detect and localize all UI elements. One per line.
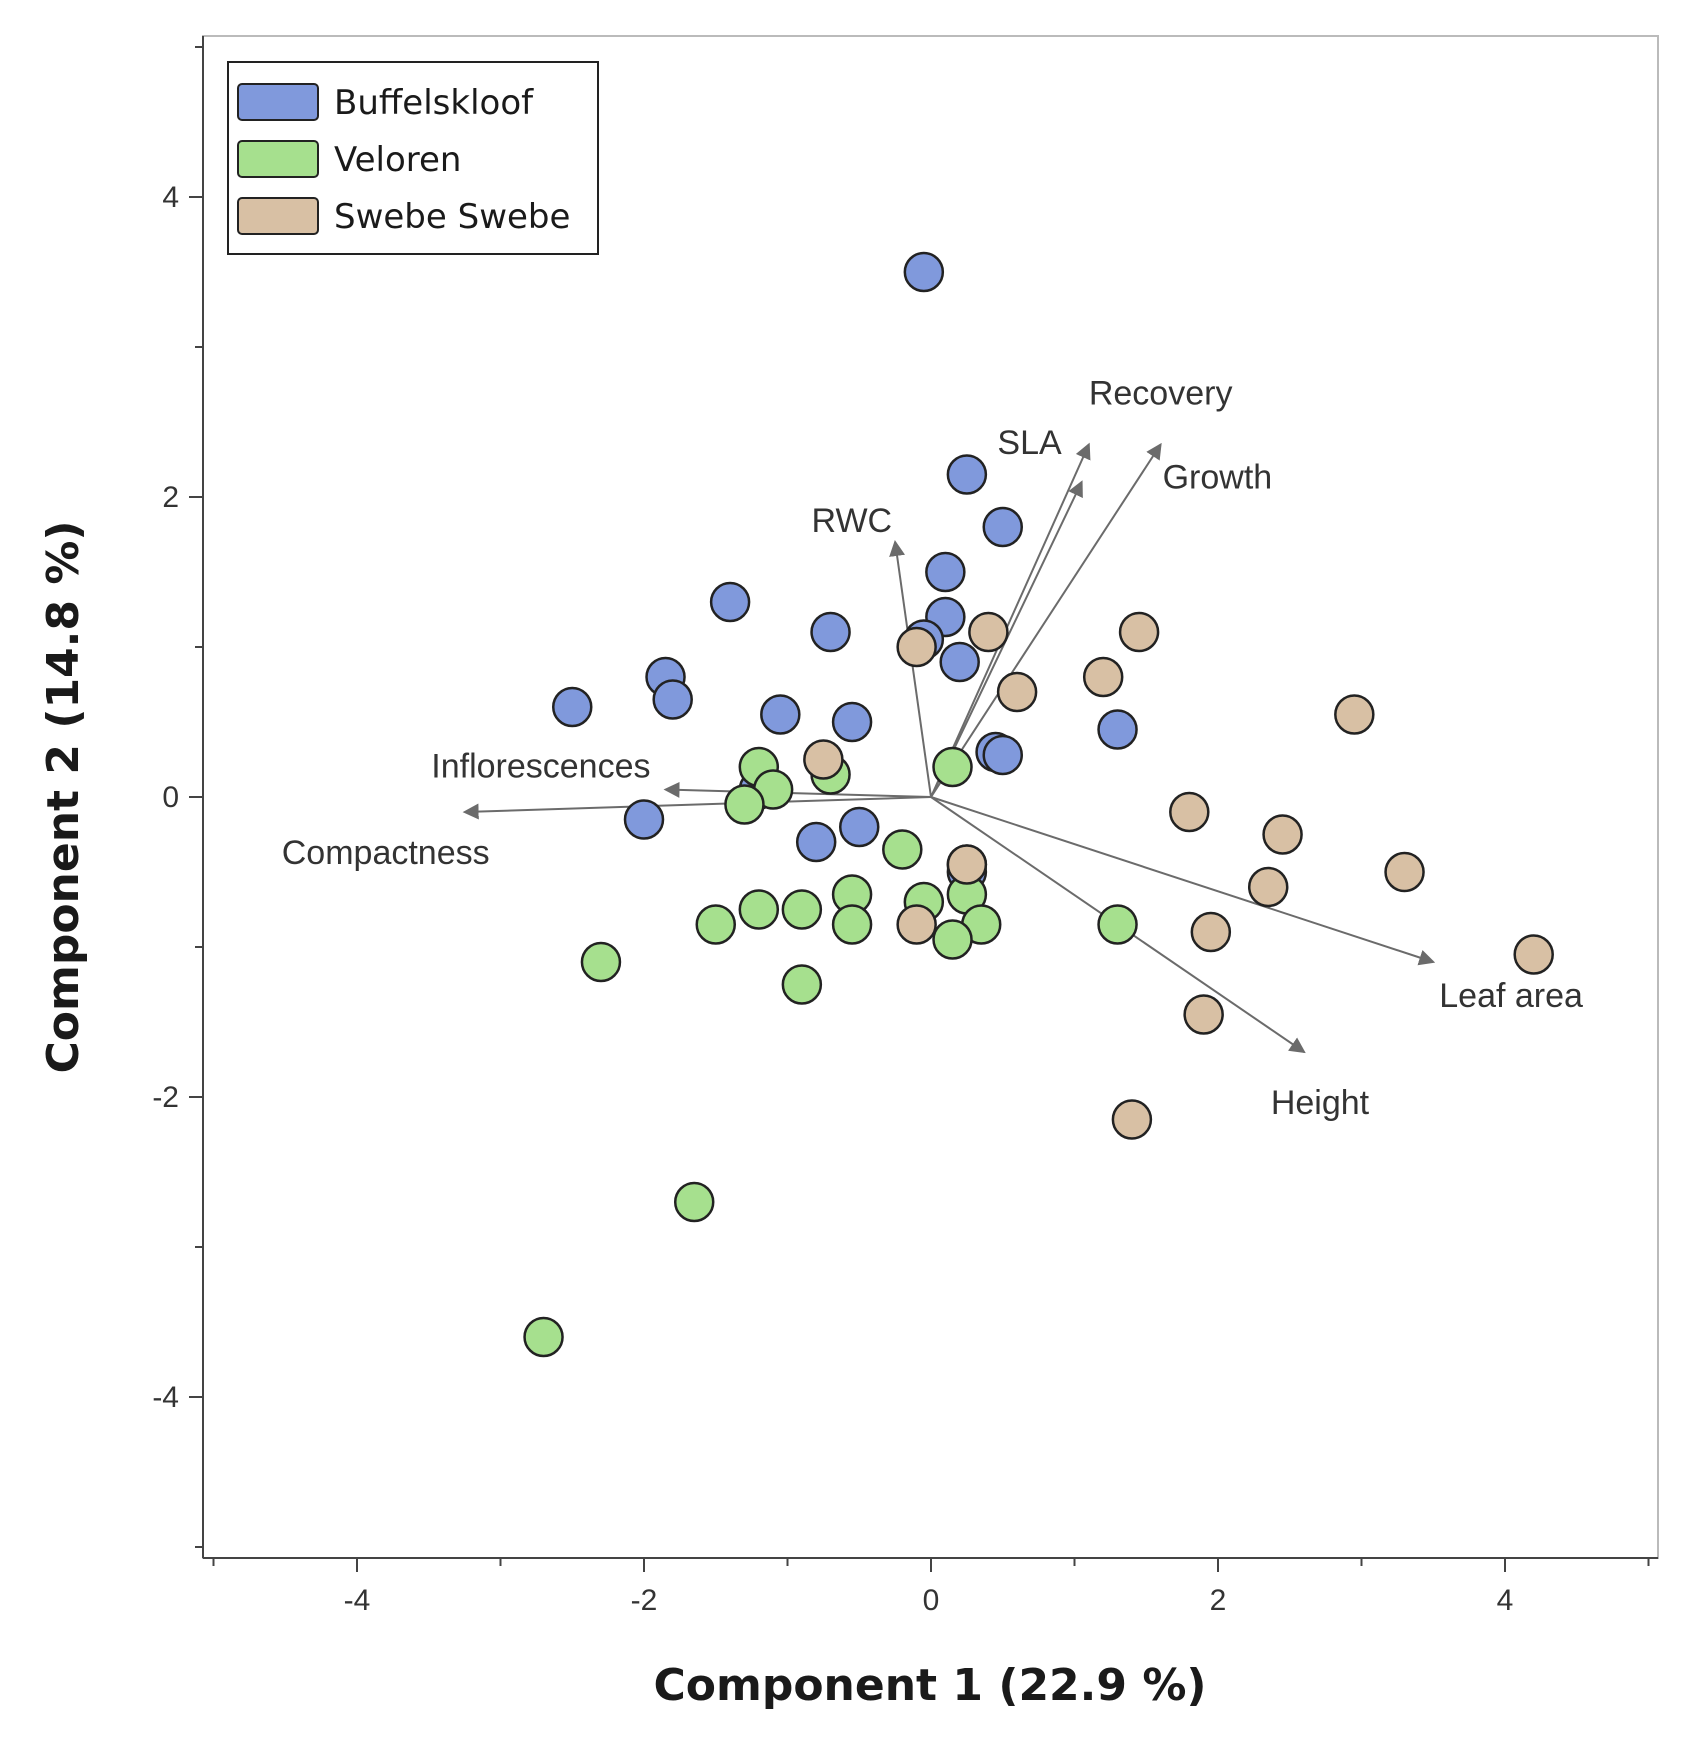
y-tick-label: 4 bbox=[162, 181, 179, 214]
point-buffelskloof bbox=[810, 611, 851, 653]
x-tick-label: 2 bbox=[1210, 1584, 1227, 1617]
point-swebe-swebe bbox=[1247, 866, 1289, 908]
y-tick-label: 2 bbox=[162, 481, 179, 514]
x-tick-label: 0 bbox=[923, 1584, 940, 1617]
point-swebe-swebe bbox=[1082, 656, 1124, 698]
vector-rwc bbox=[889, 540, 932, 798]
point-veloren bbox=[580, 941, 622, 983]
point-veloren bbox=[932, 746, 973, 788]
loading-vectors bbox=[462, 442, 1436, 1054]
y-tick-label: -4 bbox=[152, 1381, 179, 1414]
legend-label-swebe-swebe: Swebe Swebe bbox=[334, 197, 570, 237]
vector-label-leaf-area: Leaf area bbox=[1439, 977, 1583, 1015]
y-tick-label: -2 bbox=[152, 1081, 179, 1114]
x-tick-label: 4 bbox=[1497, 1584, 1514, 1617]
point-swebe-swebe bbox=[968, 611, 1009, 653]
point-buffelskloof bbox=[946, 454, 988, 495]
point-veloren bbox=[673, 1181, 715, 1223]
point-veloren bbox=[831, 904, 873, 945]
x-tick-label: -4 bbox=[344, 1584, 371, 1617]
x-tick-label: -2 bbox=[631, 1584, 658, 1617]
y-tick-label: 0 bbox=[162, 781, 179, 814]
legend-label-buffelskloof: Buffelskloof bbox=[334, 83, 534, 123]
legend-swatch-swebe-swebe bbox=[237, 197, 319, 235]
point-veloren bbox=[738, 889, 780, 930]
point-veloren bbox=[724, 784, 765, 825]
point-swebe-swebe bbox=[896, 904, 937, 945]
point-swebe-swebe bbox=[1384, 851, 1425, 893]
vector-label-sla: SLA bbox=[997, 424, 1062, 462]
point-veloren bbox=[882, 829, 923, 870]
point-swebe-swebe bbox=[1513, 934, 1554, 975]
point-swebe-swebe bbox=[1169, 791, 1210, 833]
vector-inflorescences bbox=[663, 781, 932, 798]
point-swebe-swebe bbox=[946, 844, 988, 885]
point-swebe-swebe bbox=[1190, 911, 1232, 953]
point-buffelskloof bbox=[1097, 709, 1138, 750]
point-buffelskloof bbox=[552, 686, 593, 728]
point-swebe-swebe bbox=[1334, 694, 1375, 735]
point-buffelskloof bbox=[623, 799, 665, 840]
point-veloren bbox=[523, 1316, 564, 1358]
point-veloren bbox=[781, 964, 823, 1005]
point-buffelskloof bbox=[831, 701, 873, 743]
point-buffelskloof bbox=[982, 734, 1023, 776]
point-swebe-swebe bbox=[803, 739, 844, 780]
loading-vector-labels: SLA Recovery Growth RWC Inflorescences Compac… bbox=[282, 375, 1583, 1123]
point-buffelskloof bbox=[795, 821, 837, 863]
point-buffelskloof bbox=[709, 581, 751, 623]
point-veloren bbox=[781, 889, 823, 930]
point-buffelskloof bbox=[760, 694, 801, 735]
data-points bbox=[523, 251, 1554, 1358]
legend-label-veloren: Veloren bbox=[334, 140, 461, 180]
vector-label-compactness: Compactness bbox=[282, 834, 490, 872]
legend: Buffelskloof Veloren Swebe Swebe bbox=[227, 61, 599, 255]
point-veloren bbox=[932, 919, 973, 960]
axis-ticks: -4 -2 0 2 4 4 2 0 -2 -4 bbox=[152, 46, 1650, 1617]
y-axis-title: Component 2 (14.8 %) bbox=[38, 520, 89, 1073]
point-buffelskloof bbox=[903, 251, 945, 293]
point-swebe-swebe bbox=[1183, 994, 1224, 1035]
point-buffelskloof bbox=[925, 551, 966, 593]
vector-label-inflorescences: Inflorescences bbox=[431, 748, 650, 786]
point-buffelskloof bbox=[939, 641, 980, 683]
point-swebe-swebe bbox=[1262, 814, 1303, 855]
vector-growth bbox=[930, 442, 1162, 798]
point-veloren bbox=[695, 904, 736, 945]
legend-swatch-veloren bbox=[237, 140, 319, 178]
vector-recovery bbox=[930, 442, 1091, 798]
vector-compactness bbox=[462, 796, 932, 820]
x-axis-title: Component 1 (22.9 %) bbox=[653, 1660, 1206, 1711]
point-swebe-swebe bbox=[1118, 611, 1160, 653]
point-swebe-swebe bbox=[1111, 1099, 1153, 1140]
point-swebe-swebe bbox=[996, 671, 1038, 713]
point-buffelskloof bbox=[839, 806, 880, 848]
vector-label-growth: Growth bbox=[1163, 459, 1273, 497]
point-swebe-swebe bbox=[896, 626, 937, 668]
point-buffelskloof bbox=[982, 506, 1023, 548]
vector-leaf-area bbox=[930, 796, 1436, 966]
point-buffelskloof bbox=[652, 679, 693, 720]
legend-swatch-buffelskloof bbox=[237, 83, 319, 121]
vector-label-rwc: RWC bbox=[812, 502, 893, 540]
point-veloren bbox=[1097, 904, 1138, 945]
vector-label-height: Height bbox=[1271, 1084, 1370, 1122]
vector-label-recovery: Recovery bbox=[1089, 375, 1233, 413]
